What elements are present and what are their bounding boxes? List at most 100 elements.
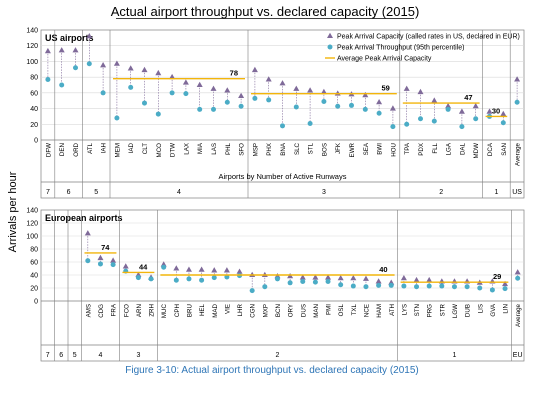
runway-count-label: 7 [46,352,50,359]
capacity-marker [97,254,104,261]
y-tick-label: 120 [26,43,38,50]
airport-label: TXL [351,303,358,315]
airport-label: MDW [473,143,480,159]
y-axis-title: Arrivals per hour [7,171,19,252]
airport-label: ATH [389,304,396,316]
airport-label: CPH [174,304,181,317]
throughput-marker [363,284,369,290]
capacity-marker [500,110,507,117]
capacity-marker [84,230,91,236]
average-capacity-label: 74 [101,243,110,252]
airport-label: VIE [224,304,231,314]
capacity-marker [486,108,493,114]
average-capacity-label: 44 [139,262,148,271]
capacity-marker [196,81,203,87]
throughput-marker [349,102,354,108]
capacity-marker [403,85,410,91]
airport-label: PDX [418,143,425,156]
airport-label: ARN [136,304,143,317]
airport-label: SEA [363,142,370,155]
throughput-marker [464,284,470,290]
airport-label: FRA [111,303,118,316]
throughput-marker [280,123,285,129]
capacity-marker [514,76,521,82]
capacity-marker [236,268,243,274]
airport-label: HOU [390,143,397,157]
airport-label: FCO [123,304,130,317]
throughput-marker [183,91,189,97]
average-capacity-label: 29 [493,272,501,281]
runway-count-label: 1 [453,352,457,359]
capacity-marker [265,76,272,82]
y-tick-label: 40 [30,106,38,113]
throughput-marker [451,284,457,290]
throughput-marker [459,124,465,130]
throughput-marker [404,121,410,127]
runway-count-label: 5 [94,189,98,196]
runway-count-label: 3 [322,189,326,196]
throughput-marker [86,61,92,67]
average-capacity-label: 40 [379,265,387,274]
capacity-marker [238,92,245,98]
airport-label: EWR [349,142,356,157]
legend-throughput-label: Peak Arrival Throughput (95th percentile… [337,45,465,52]
y-tick-label: 20 [30,122,38,129]
airport-label: DUS [300,304,307,317]
throughput-marker [439,283,445,289]
throughput-marker [186,276,192,282]
capacity-marker [141,66,148,73]
legend-throughput-marker [327,44,333,50]
airport-label: SLC [294,142,301,155]
airport-label: LGW [452,304,459,318]
capacity-marker [362,91,369,98]
throughput-marker [500,120,506,126]
y-tick-label: 80 [30,247,38,254]
throughput-marker [59,82,65,88]
y-tick-label: 20 [30,286,38,293]
capacity-marker [251,66,258,73]
airport-label: STN [414,304,421,316]
capacity-marker [44,47,51,54]
legend-capacity-marker [327,32,333,38]
throughput-marker [473,116,479,122]
throughput-marker [312,279,318,285]
throughput-marker [173,277,179,283]
throughput-marker [211,275,217,281]
capacity-marker [224,87,231,93]
throughput-marker [197,106,203,112]
capacity-marker [86,32,93,39]
figure-caption: Figure 3-10: Actual airport throughput v… [125,365,419,376]
airport-label: PMI [326,304,333,315]
airport-label: DEN [59,143,66,156]
capacity-marker [337,274,344,281]
average-capacity-label: 59 [381,84,389,93]
throughput-marker [418,116,423,122]
y-tick-label: 100 [26,59,38,66]
throughput-marker [199,277,205,283]
airport-label: BOS [321,143,328,156]
airport-label: BCN [275,304,282,317]
throughput-marker [445,106,451,112]
capacity-marker [458,108,465,114]
capacity-marker [307,87,314,93]
airport-label: MSP [252,143,259,156]
capacity-marker [279,80,286,86]
runway-count-label: 5 [73,352,77,359]
capacity-marker [169,73,176,80]
capacity-marker [113,60,120,66]
capacity-marker [413,276,420,283]
throughput-marker [148,276,154,282]
legend-capacity-label: Peak Arrival Capacity (called rates in U… [337,34,520,41]
airport-label: LAS [211,143,218,155]
throughput-marker [169,90,175,96]
capacity-marker [350,274,357,281]
throughput-marker [307,121,313,126]
airport-label: IAH [101,143,108,153]
throughput-marker [100,90,106,96]
capacity-marker [127,65,134,71]
runway-count-label: 2 [276,352,280,359]
capacity-marker [320,88,327,95]
runway-count-label: 1 [494,189,498,196]
